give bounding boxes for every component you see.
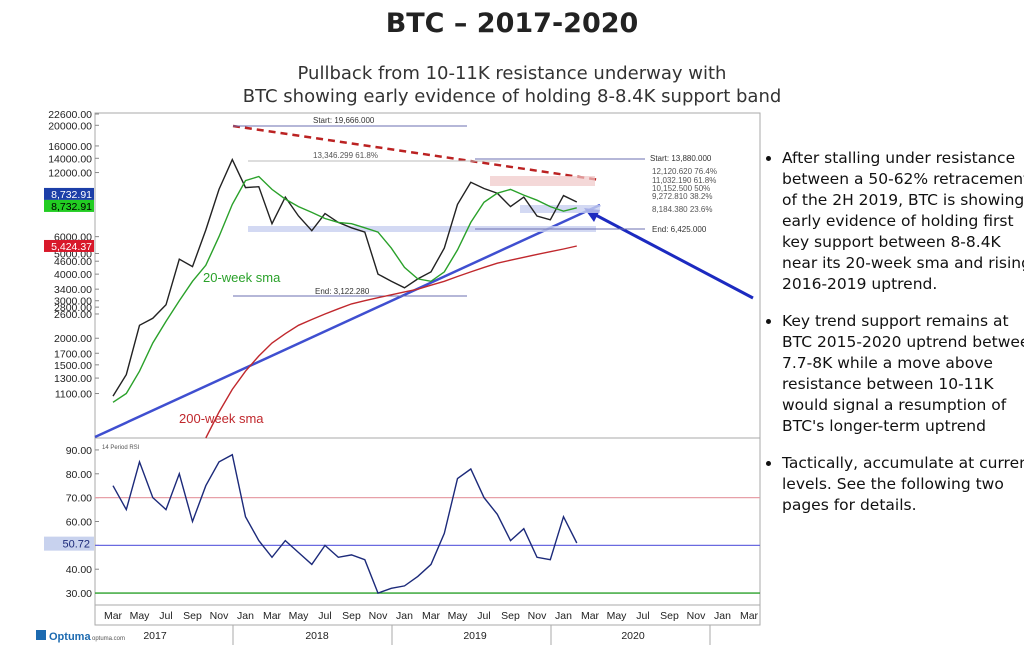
y-tick-label: 20000.00: [48, 120, 92, 132]
subtitle-line: Pullback from 10-11K resistance underway…: [297, 63, 727, 84]
title: BTC – 2017-2020: [385, 8, 639, 39]
year-label: 2018: [305, 630, 329, 642]
logo-url: optuma.com: [92, 636, 125, 642]
x-tick-label: Mar: [581, 610, 600, 622]
arrow: [589, 210, 754, 300]
series-line: [205, 245, 577, 439]
year-label: 2017: [143, 630, 167, 642]
y-tick-label: 14000.00: [48, 153, 92, 165]
resistance-trendline: [232, 124, 601, 182]
y-tick-label: 4000.00: [54, 269, 92, 281]
x-tick-label: Jan: [237, 610, 254, 622]
y-tick-label: 2000.00: [54, 333, 92, 345]
x-tick-label: Sep: [342, 610, 361, 622]
y-tick-label: 1300.00: [54, 373, 92, 385]
y-tick-label: 40.00: [66, 564, 92, 576]
support-band: [248, 226, 596, 232]
annotation: 12,120.620 76.4%: [652, 167, 717, 176]
annotation: 20-week sma: [203, 270, 281, 285]
x-tick-label: Sep: [660, 610, 679, 622]
y-tick-label: 4600.00: [54, 256, 92, 268]
y-tick-label: 1500.00: [54, 360, 92, 372]
x-tick-label: Jul: [318, 610, 331, 622]
x-tick-label: May: [607, 610, 628, 622]
price-tag-label: 8,732.91: [51, 189, 92, 201]
x-tick-label: Jul: [636, 610, 649, 622]
x-tick-label: Mar: [104, 610, 123, 622]
price-tag-label: 50.72: [62, 539, 90, 551]
annotation: 8,184.380 23.6%: [652, 205, 713, 214]
panel-label: 14 Period RSI: [102, 445, 140, 451]
x-tick-label: Jan: [396, 610, 413, 622]
y-tick-label: 30.00: [66, 588, 92, 600]
x-tick-label: May: [448, 610, 469, 622]
y-tick-label: 2600.00: [54, 309, 92, 321]
annotation: 11,032.190 61.8%: [652, 176, 716, 185]
y-tick-label: 2800.00: [54, 302, 92, 314]
x-tick-label: Sep: [183, 610, 202, 622]
bullet: Key trend support remains at BTC 2015-20…: [782, 311, 1024, 437]
year-label: 2019: [463, 630, 487, 642]
price-tag: [44, 239, 94, 252]
y-tick-label: 90.00: [66, 445, 92, 457]
x-tick-label: May: [130, 610, 151, 622]
y-tick-label: 70.00: [66, 493, 92, 505]
y-tick-label: 3000.00: [54, 296, 92, 308]
logo-icon: [36, 630, 46, 640]
annotation: 200-week sma: [179, 411, 264, 426]
series-line: [112, 175, 577, 403]
price-tag: [44, 536, 94, 551]
price-tag-label: 5,424.37: [51, 241, 92, 253]
y-tick-label: 1700.00: [54, 348, 92, 360]
year-label: 2020: [621, 630, 645, 642]
x-tick-label: Nov: [687, 610, 706, 622]
y-tick-label: 22600.00: [48, 109, 92, 121]
bullets: After stalling under resistance between …: [760, 148, 1024, 532]
annotation: Start: 13,880.000: [650, 154, 712, 163]
x-tick-label: Jul: [477, 610, 490, 622]
resistance-band: [490, 176, 595, 186]
x-tick-label: Jul: [159, 610, 172, 622]
y-tick-label: 1100.00: [55, 389, 92, 401]
bullet: Tactically, accumulate at current levels…: [782, 453, 1024, 516]
price-tag: [44, 187, 94, 200]
x-tick-label: Mar: [263, 610, 282, 622]
annotation: End: 6,425.000: [652, 225, 707, 234]
x-tick-label: Nov: [369, 610, 388, 622]
price-tag-label: 8,732.91: [51, 201, 92, 213]
price-tag: [44, 199, 94, 212]
annotation: 10,152.500 50%: [652, 184, 710, 193]
x-tick-label: Mar: [422, 610, 441, 622]
subtitle: Pullback from 10-11K resistance underway…: [0, 62, 1024, 108]
bullet: After stalling under resistance between …: [782, 148, 1024, 295]
y-tick-label: 80.00: [66, 469, 92, 481]
annotation: Start: 19,666.000: [313, 116, 375, 125]
annotation: End: 3,122.280: [315, 287, 370, 296]
support-trendline: [94, 203, 601, 439]
x-tick-label: Jan: [555, 610, 572, 622]
subtitle-line: BTC showing early evidence of holding 8-…: [242, 86, 782, 107]
support-band: [520, 205, 600, 213]
logo: Optuma: [49, 631, 91, 643]
series-line: [112, 157, 578, 397]
y-tick-label: 12000.00: [48, 168, 92, 180]
series-line: [112, 453, 578, 594]
y-tick-label: 60.00: [66, 517, 92, 529]
x-tick-label: Jan: [714, 610, 731, 622]
x-tick-label: Nov: [528, 610, 547, 622]
annotation: 13,346.299 61.8%: [313, 151, 378, 160]
y-tick-label: 16000.00: [48, 141, 92, 153]
x-tick-label: Nov: [210, 610, 229, 622]
x-tick-label: Mar: [740, 610, 759, 622]
x-tick-label: May: [289, 610, 310, 622]
y-tick-label: 3400.00: [54, 284, 92, 296]
x-tick-label: Sep: [501, 610, 520, 622]
annotation: 9,272.810 38.2%: [652, 192, 713, 201]
